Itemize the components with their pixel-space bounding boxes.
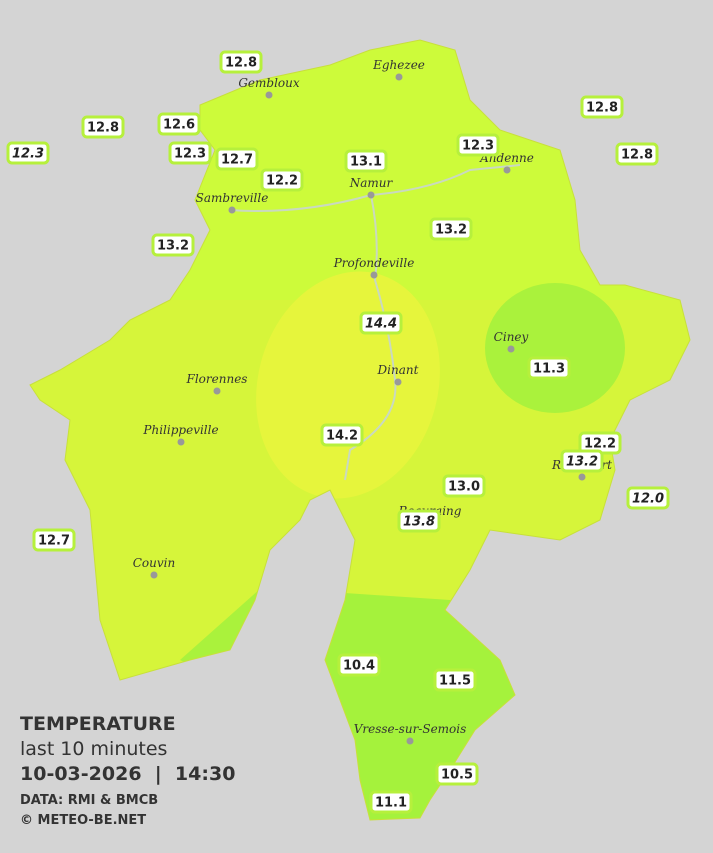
city-dot [394, 378, 402, 386]
city-dot [213, 387, 221, 395]
city-label: Eghezee [372, 58, 425, 72]
station-value: 13.2 [566, 455, 598, 470]
city-dot [367, 191, 375, 199]
station-box [442, 474, 486, 498]
station-box [32, 528, 76, 552]
station-value: 14.4 [365, 317, 397, 332]
station-box [320, 423, 364, 447]
city-dot [265, 91, 273, 99]
station-box [344, 149, 388, 173]
station-value: 12.8 [586, 101, 618, 116]
station-value: 13.2 [157, 239, 189, 254]
zone-cool [485, 283, 625, 413]
title: TEMPERATURE [20, 713, 176, 735]
station-box [337, 653, 381, 677]
subtitle: last 10 minutes [20, 738, 167, 760]
station-box [397, 509, 441, 533]
station-value: 12.3 [174, 147, 206, 162]
station-value: 11.5 [439, 674, 471, 689]
station-box [168, 141, 212, 165]
station-value: 11.1 [375, 796, 407, 811]
station-value: 10.5 [441, 768, 473, 783]
station-value: 10.4 [343, 659, 375, 674]
station-value: 12.7 [221, 153, 253, 168]
city-label: Sambreville [196, 191, 269, 205]
station-box [580, 95, 624, 119]
credit: © METEO-BE.NET [20, 813, 146, 828]
city-label: Profondeville [333, 256, 415, 270]
station-value: 12.2 [266, 174, 298, 189]
source: DATA: RMI & BMCB [20, 793, 158, 808]
city-label: Vresse-sur-Semois [354, 722, 467, 736]
station-value: 14.2 [326, 429, 358, 444]
city-label: Philippeville [142, 423, 218, 437]
city-label: Namur [349, 176, 394, 190]
station-box [369, 790, 413, 814]
station-box [626, 486, 670, 510]
station-box [6, 141, 50, 165]
station-box [615, 142, 659, 166]
station-box [157, 112, 201, 136]
city-dot [177, 438, 185, 446]
station-value: 12.8 [621, 148, 653, 163]
station-box [260, 168, 304, 192]
station-value: 12.8 [225, 56, 257, 71]
station-box [215, 147, 259, 171]
station-box [433, 668, 477, 692]
station-value: 12.6 [163, 118, 195, 133]
city-dot [395, 73, 403, 81]
city-label: Gembloux [238, 76, 300, 90]
station-box [429, 217, 473, 241]
city-dot [228, 206, 236, 214]
station-box [435, 762, 479, 786]
city-dot [503, 166, 511, 174]
station-value: 12.2 [584, 437, 616, 452]
station-value: 12.3 [462, 139, 494, 154]
city-dot [406, 737, 414, 745]
city-dot [507, 345, 515, 353]
station-value: 13.2 [435, 223, 467, 238]
station-value: 13.0 [448, 480, 480, 495]
station-value: 13.8 [403, 515, 435, 530]
station-value: 13.1 [350, 155, 382, 170]
city-label: Ciney [494, 330, 529, 344]
city-label: Florennes [186, 372, 248, 386]
station-box [81, 115, 125, 139]
station-box [560, 449, 604, 473]
station-box [219, 50, 263, 74]
station-value: 11.3 [533, 362, 565, 377]
station-value: 12.8 [87, 121, 119, 136]
station-value: 12.3 [12, 147, 44, 162]
station-box [456, 133, 500, 157]
city-label: Dinant [377, 363, 419, 377]
city-dot [150, 571, 158, 579]
city-label: Couvin [133, 556, 175, 570]
city-dot [370, 271, 378, 279]
station-box [151, 233, 195, 257]
station-box [359, 311, 403, 335]
station-box [527, 356, 571, 380]
city-dot [578, 473, 586, 481]
station-value: 12.0 [632, 492, 664, 507]
datetime: 10-03-2026 | 14:30 [20, 763, 235, 785]
station-value: 12.7 [38, 534, 70, 549]
